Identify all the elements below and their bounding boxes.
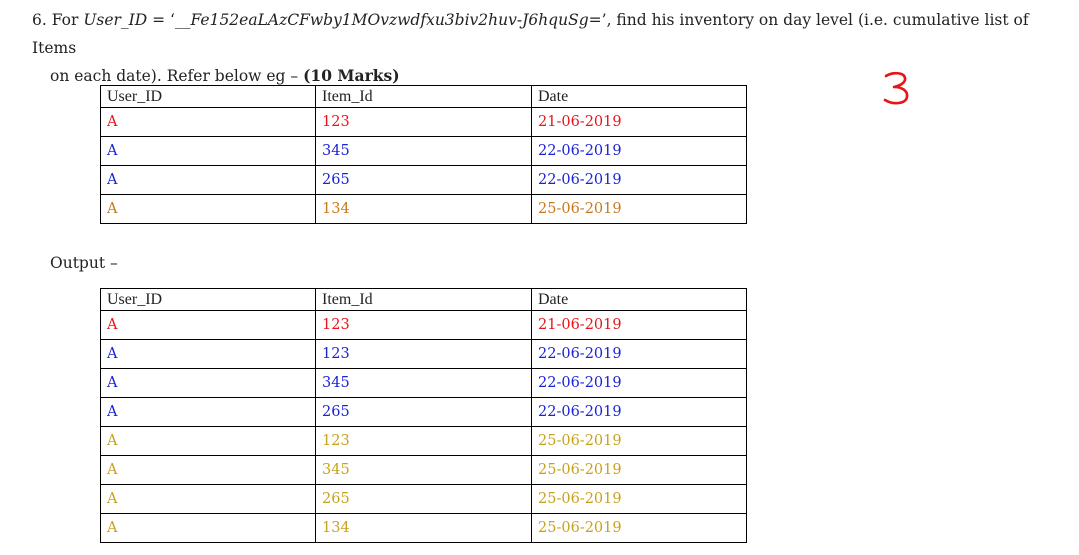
- cell-user-id: A: [100, 310, 316, 340]
- cell-date: 22-06-2019: [531, 339, 747, 369]
- header-item-id: Item_Id: [315, 288, 532, 311]
- marks-label: (10 Marks): [303, 66, 400, 85]
- cell-item-id: 123: [315, 339, 532, 369]
- cell-date: 25-06-2019: [531, 455, 747, 485]
- input-table: User_ID Item_Id Date A 123 21-06-2019 A 345 2…: [100, 85, 747, 224]
- cell-item-id: 134: [315, 194, 532, 224]
- cell-user-id: A: [100, 107, 316, 137]
- cell-date: 25-06-2019: [531, 194, 747, 224]
- question-text: 6. For User_ID = ‘__Fe152eaLAzCFwby1MOvz…: [32, 6, 1062, 90]
- user-id-variable: User_ID: [83, 11, 148, 29]
- header-date: Date: [531, 288, 747, 311]
- cell-item-id: 265: [315, 397, 532, 427]
- output-table: User_ID Item_Id Date A 123 21-06-2019 A 123 2…: [100, 288, 747, 543]
- table-header-row: User_ID Item_Id Date: [100, 288, 747, 311]
- header-item-id: Item_Id: [315, 85, 532, 108]
- cell-item-id: 265: [315, 165, 532, 195]
- handwritten-score-mark: 3: [883, 71, 909, 105]
- cell-user-id: A: [100, 455, 316, 485]
- question-number: 6.: [32, 11, 47, 29]
- cell-date: 22-06-2019: [531, 165, 747, 195]
- cell-user-id: A: [100, 165, 316, 195]
- table-row: A 134 25-06-2019: [100, 513, 747, 543]
- question-line1-rest: , find his inventory on day level (i.e. …: [32, 11, 1029, 57]
- cell-user-id: A: [100, 397, 316, 427]
- question-prefix: For: [51, 11, 84, 29]
- cell-item-id: 345: [315, 455, 532, 485]
- table-row: A 265 22-06-2019: [100, 397, 747, 427]
- table-row: A 265 25-06-2019: [100, 484, 747, 514]
- cell-date: 25-06-2019: [531, 426, 747, 456]
- cell-date: 21-06-2019: [531, 310, 747, 340]
- question-line2: on each date). Refer below eg –: [50, 67, 304, 85]
- cell-user-id: A: [100, 426, 316, 456]
- header-date: Date: [531, 85, 747, 108]
- equals-sign: = ‘: [147, 11, 175, 29]
- cell-date: 22-06-2019: [531, 368, 747, 398]
- cell-date: 25-06-2019: [531, 484, 747, 514]
- cell-item-id: 265: [315, 484, 532, 514]
- cell-user-id: A: [100, 484, 316, 514]
- close-quote: ’: [601, 11, 607, 29]
- cell-date: 21-06-2019: [531, 107, 747, 137]
- input-table-body: A 123 21-06-2019 A 345 22-06-2019 A 265 22-06-20…: [100, 107, 747, 224]
- cell-item-id: 123: [315, 426, 532, 456]
- table-row: A 134 25-06-2019: [100, 194, 747, 224]
- cell-user-id: A: [100, 194, 316, 224]
- cell-item-id: 345: [315, 368, 532, 398]
- table-row: A 123 21-06-2019: [100, 310, 747, 340]
- cell-user-id: A: [100, 513, 316, 543]
- cell-user-id: A: [100, 368, 316, 398]
- cell-item-id: 123: [315, 107, 532, 137]
- cell-date: 25-06-2019: [531, 513, 747, 543]
- table-row: A 345 25-06-2019: [100, 455, 747, 485]
- cell-item-id: 134: [315, 513, 532, 543]
- table-row: A 345 22-06-2019: [100, 368, 747, 398]
- header-user-id: User_ID: [100, 85, 316, 108]
- table-row: A 345 22-06-2019: [100, 136, 747, 166]
- table-row: A 265 22-06-2019: [100, 165, 747, 195]
- cell-date: 22-06-2019: [531, 397, 747, 427]
- table-row: A 123 25-06-2019: [100, 426, 747, 456]
- user-id-value: __Fe152eaLAzCFwby1MOvzwdfxu3biv2huv-J6hq…: [175, 11, 602, 29]
- cell-user-id: A: [100, 136, 316, 166]
- table-header-row: User_ID Item_Id Date: [100, 85, 747, 108]
- table-row: A 123 21-06-2019: [100, 107, 747, 137]
- cell-date: 22-06-2019: [531, 136, 747, 166]
- cell-item-id: 123: [315, 310, 532, 340]
- cell-user-id: A: [100, 339, 316, 369]
- header-user-id: User_ID: [100, 288, 316, 311]
- table-row: A 123 22-06-2019: [100, 339, 747, 369]
- cell-item-id: 345: [315, 136, 532, 166]
- output-table-body: A 123 21-06-2019 A 123 22-06-2019 A 345 22-06-20…: [100, 310, 747, 543]
- output-label: Output –: [50, 254, 118, 272]
